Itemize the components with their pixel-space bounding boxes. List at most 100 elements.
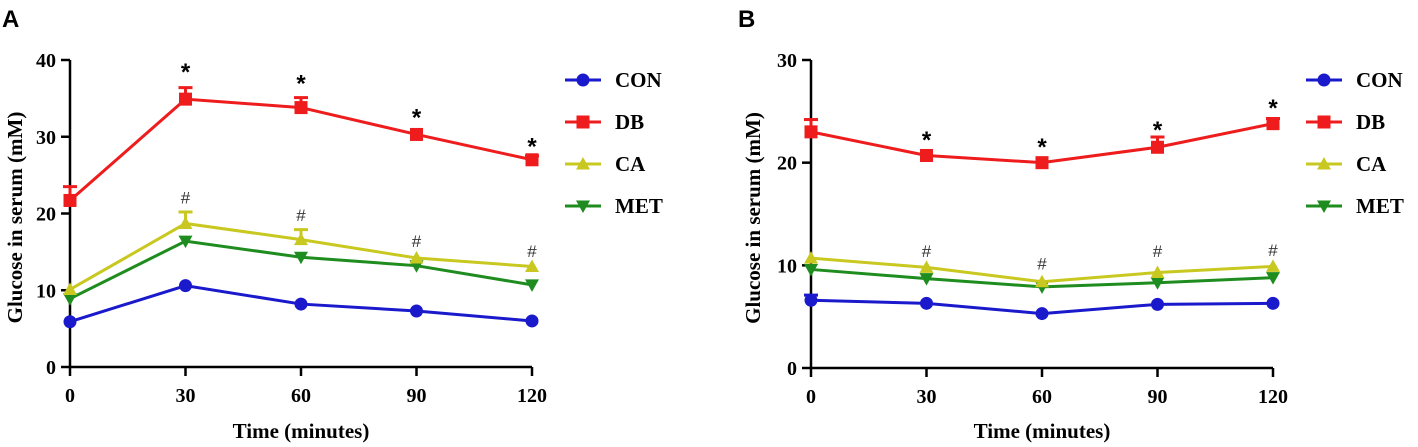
data-point-ca [525,259,539,272]
legend-label-ca: CA [1356,152,1387,176]
x-tick-label: 30 [176,385,196,407]
significance-hash: # [1268,241,1278,260]
series-line-db [69,97,533,202]
panel-a: A 0 10 20 30 40 0 30 60 90 120 Time (minutes) Gluco… [2,6,663,443]
plot-area-a: 0 10 20 30 40 0 30 60 90 120 Time (minutes) Glucose… [3,50,547,443]
x-tick-label: 30 [917,386,937,408]
data-point-ca [1150,265,1165,279]
series-met [63,235,539,306]
legend-item-con: CON [1306,68,1403,92]
data-point-met [525,279,539,292]
data-point-met [804,263,818,277]
legend-a: CON DB CA MET [565,68,663,218]
significance-star: * [527,133,537,160]
data-point-db [410,127,423,141]
data-point-db [525,153,539,167]
data-point-db [1266,117,1280,131]
data-point-con [920,296,933,310]
significance-star: * [1037,134,1047,161]
y-tick-label: 20 [36,204,56,226]
data-point-ca [1035,274,1049,288]
data-point-ca [63,282,77,295]
legend-marker-db [576,115,590,129]
legend-item-ca: CA [1306,152,1387,176]
panel-label-b: B [738,6,755,33]
data-point-met [63,293,77,306]
series-db [804,117,1280,170]
panel-b: B 0 10 20 30 0 30 60 90 120 Time (minutes) Glucose… [738,6,1404,443]
significance-hash: # [922,242,932,261]
y-tick-label: 40 [36,50,56,72]
legend-label-con: CON [615,68,662,92]
legend-label-met: MET [615,194,663,218]
x-tick-label: 90 [1148,386,1168,408]
data-point-ca [1266,259,1280,272]
legend-item-ca: CA [565,152,646,176]
x-tick-label: 90 [407,385,427,407]
series-ca [63,210,539,295]
x-axis-title: Time (minutes) [233,419,370,443]
y-tick-label: 30 [36,127,56,149]
legend-label-db: DB [1356,110,1385,134]
data-point-con [1266,296,1280,310]
legend-marker-ca [1317,157,1331,170]
series-ca [804,251,1280,288]
significance-hash: # [181,188,191,207]
legend-item-met: MET [565,194,663,218]
significance-hash: # [296,206,306,225]
data-point-con [1035,307,1049,321]
plot-area-b: 0 10 20 30 0 30 60 90 120 Time (minutes) Glucose i… [741,50,1288,443]
legend-marker-con [576,73,590,87]
legend-label-met: MET [1356,194,1404,218]
data-point-con [410,304,423,318]
data-point-met [178,235,193,249]
data-point-ca [919,260,934,273]
data-point-con [525,314,539,328]
y-tick-label: 0 [787,358,797,380]
significance-hash: # [1153,242,1163,261]
x-tick-label: 60 [1032,386,1052,408]
x-tick-label: 0 [806,386,816,408]
data-point-db [804,125,818,139]
legend-b: CON DB CA MET [1306,68,1404,218]
data-point-ca [294,232,308,246]
x-tick-label: 60 [291,385,311,407]
data-point-db [294,101,308,115]
legend-item-db: DB [1306,110,1385,134]
legend-item-met: MET [1306,194,1404,218]
data-point-db [179,92,192,106]
series-db [63,86,539,207]
legend-marker-db [1317,115,1331,129]
x-tick-label: 120 [1258,386,1288,408]
y-tick-label: 30 [777,50,797,72]
y-axis-title: Glucose in serum (mM) [741,112,765,324]
data-point-db [63,193,77,207]
data-point-con [804,293,818,307]
data-point-con [179,279,192,293]
data-point-db [920,148,933,162]
significance-star: * [1153,117,1163,144]
legend-label-db: DB [615,110,644,134]
x-axis-title: Time (minutes) [974,419,1111,443]
significance-hash: # [412,232,422,251]
y-tick-label: 20 [777,153,797,175]
significance-hash: # [527,242,537,261]
panel-label-a: A [2,6,19,33]
data-point-db [1151,140,1164,154]
y-tick-label: 10 [36,280,56,302]
data-point-db [1035,156,1049,170]
data-point-ca [804,251,818,264]
significance-star: * [412,104,422,131]
legend-label-con: CON [1356,68,1403,92]
data-point-con [1151,297,1164,311]
legend-marker-met [576,200,590,213]
data-point-met [1150,277,1165,290]
x-tick-label: 120 [517,385,547,407]
series-con [804,293,1280,321]
significance-star: * [1268,95,1278,122]
significance-hash: # [1037,254,1047,273]
series-con [63,279,539,329]
legend-marker-met [1317,200,1331,213]
legend-label-ca: CA [615,152,646,176]
